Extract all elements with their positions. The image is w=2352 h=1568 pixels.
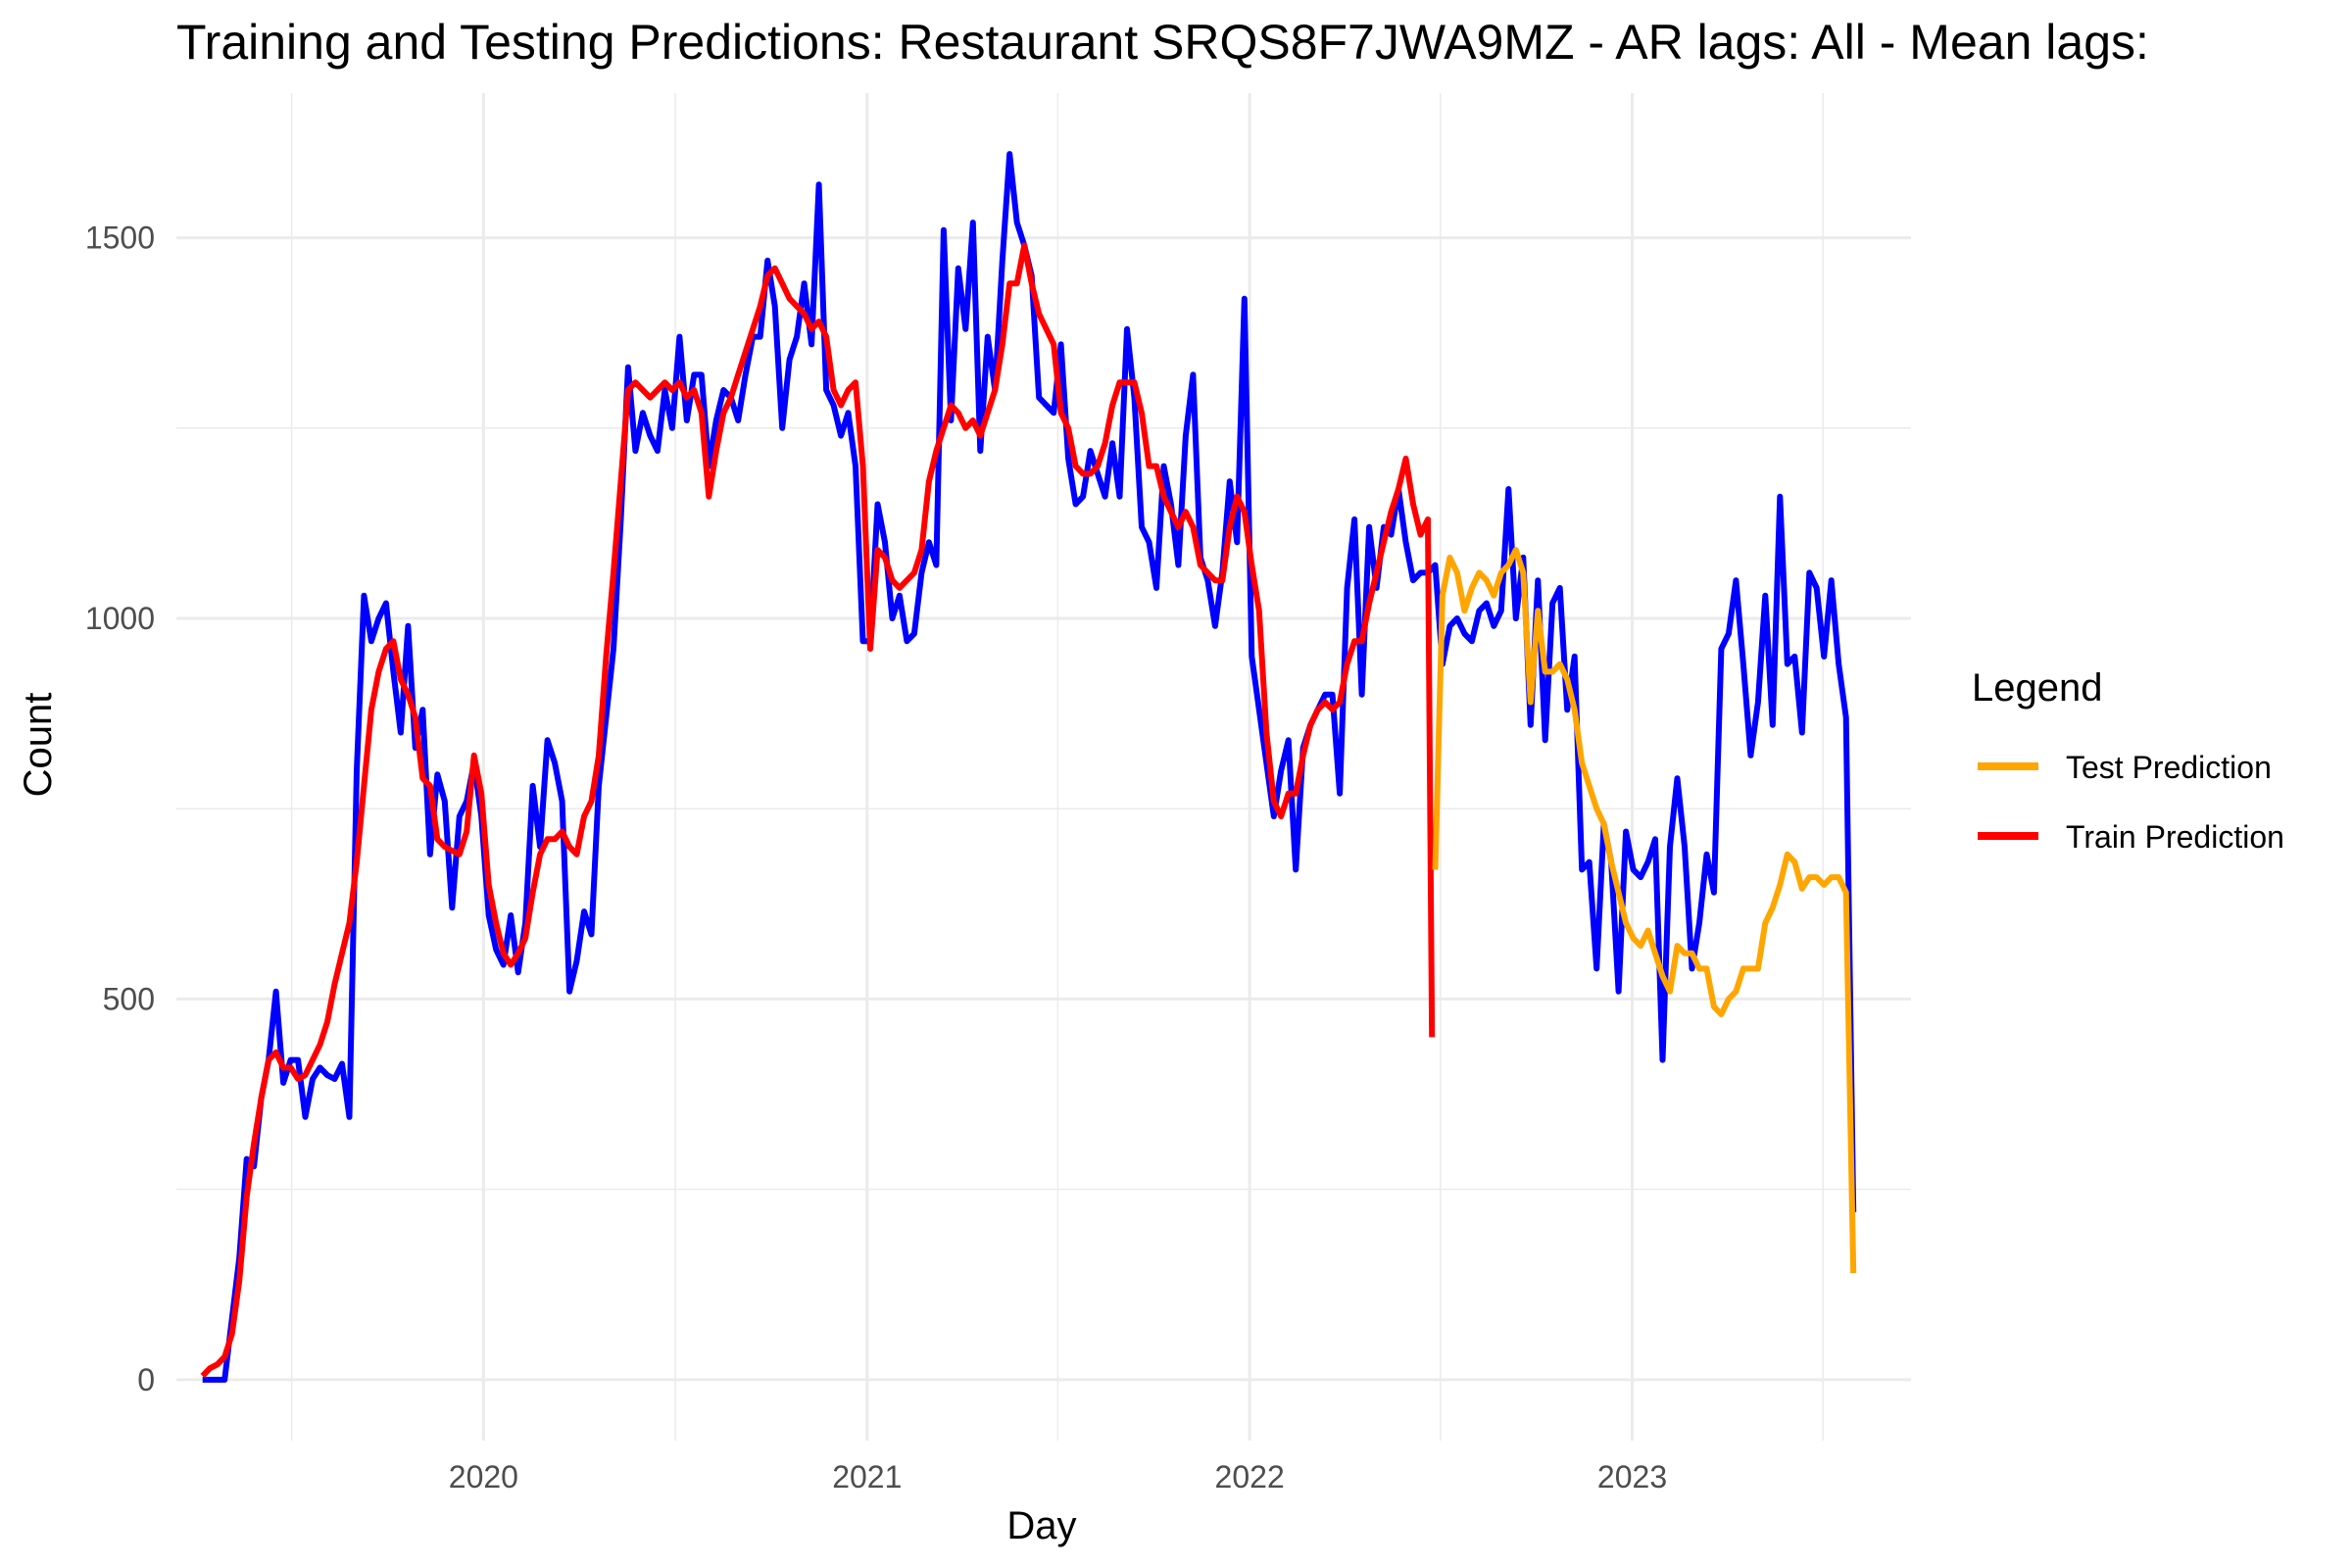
chart-title: Training and Testing Predictions: Restau… [176, 15, 2149, 70]
y-tick-label: 500 [103, 981, 155, 1016]
legend-title: Legend [1972, 666, 2102, 710]
x-tick-label: 2020 [449, 1459, 518, 1494]
grid [176, 93, 1911, 1441]
series-line-test-prediction [1432, 547, 1857, 1274]
series-line-train-prediction [200, 242, 1436, 1379]
series-line-actual [202, 151, 1857, 1383]
x-tick-label: 2021 [832, 1459, 902, 1494]
y-tick-labels: 0 500 1000 1500 [85, 220, 155, 1397]
x-tick-label: 2023 [1597, 1459, 1667, 1494]
y-axis-title: Count [17, 693, 60, 798]
x-axis-title: Day [1006, 1504, 1076, 1547]
series-lines [200, 151, 1857, 1383]
y-tick-label: 1000 [85, 601, 155, 636]
y-tick-label: 1500 [85, 220, 155, 256]
x-tick-labels: 2020 2021 2022 2023 [449, 1459, 1667, 1494]
legend-label-train-prediction: Train Prediction [2066, 819, 2284, 855]
legend-label-test-prediction: Test Prediction [2066, 750, 2272, 785]
legend: Legend Test Prediction Train Prediction [1972, 666, 2284, 855]
x-tick-label: 2022 [1215, 1459, 1285, 1494]
y-tick-label: 0 [137, 1362, 155, 1397]
